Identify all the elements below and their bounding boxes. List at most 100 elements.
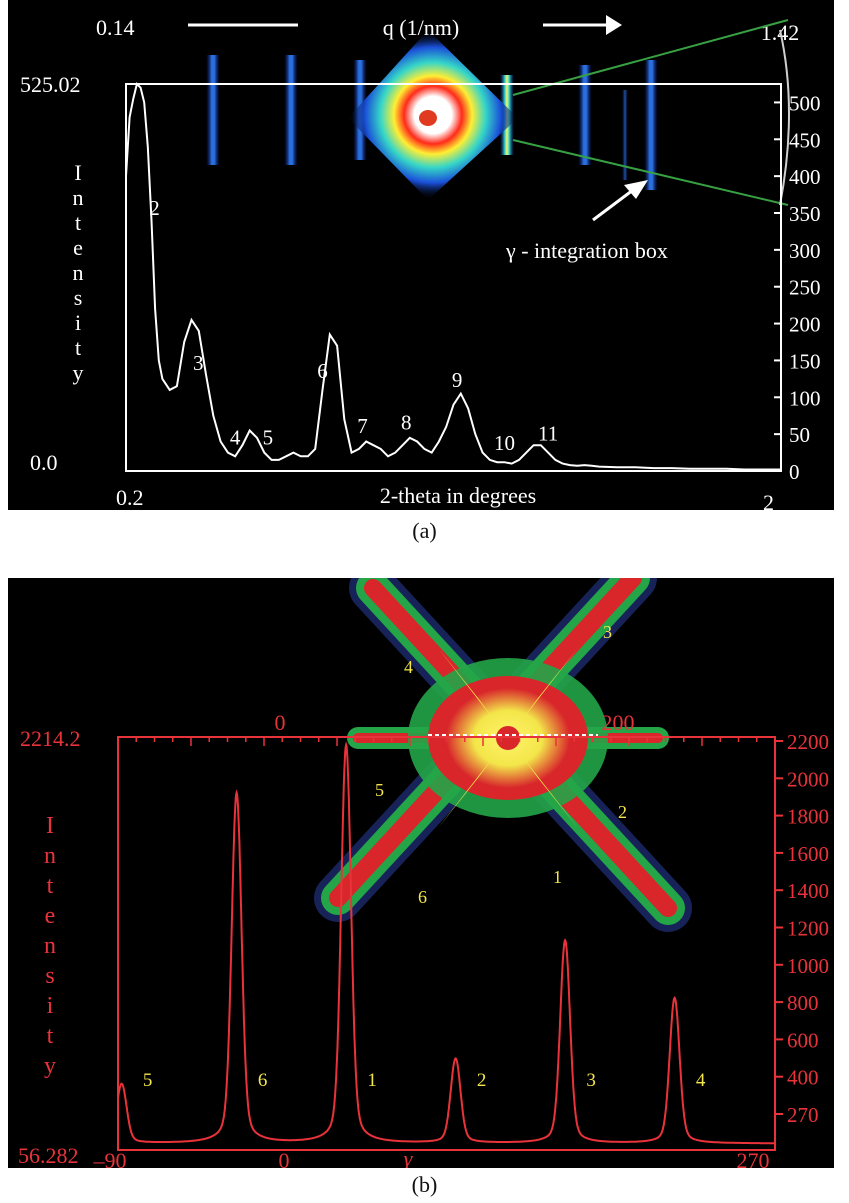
right-tick-label: 1800 xyxy=(787,805,829,829)
top-axis-min-label: 0.14 xyxy=(96,15,135,40)
right-tick-label: 1000 xyxy=(787,954,829,978)
panel-a: 0.14 q (1/nm) 1.42 500 450 400 350 300 250 200… xyxy=(8,0,834,510)
peak-label: 10 xyxy=(494,431,515,455)
x-axis-label-b: γ xyxy=(404,1146,414,1168)
streak-7 xyxy=(622,90,628,180)
streak-1 xyxy=(206,55,220,165)
plot-frame-a xyxy=(125,83,782,472)
right-tick-label: 0 xyxy=(789,460,800,484)
pattern-label-1: 1 xyxy=(553,867,562,887)
right-tick-label: 200 xyxy=(789,313,821,337)
y-min-label-b: 56.282 xyxy=(18,1143,79,1168)
peak-label: 2 xyxy=(477,1070,487,1091)
diffraction-pattern-a xyxy=(206,30,658,200)
peak-label: 5 xyxy=(143,1070,153,1091)
y-label-letter: n xyxy=(44,933,56,959)
panel-b: 2200 2000 1800 1600 1400 1200 1000 800 600 400 270… xyxy=(8,578,834,1168)
y-label-letter: n xyxy=(73,260,84,285)
annotation-arrow-icon xyxy=(624,180,648,199)
diffraction-pattern-b xyxy=(314,578,692,932)
y-label-letter: i xyxy=(47,993,54,1019)
right-tick-label: 50 xyxy=(789,423,810,447)
top-axis-ticks-b xyxy=(117,737,776,746)
peak-label: 3 xyxy=(586,1070,596,1091)
x-min-label: 0.2 xyxy=(116,485,144,510)
y-label-letter: I xyxy=(46,813,54,839)
guide-line-upper xyxy=(512,19,789,96)
top-axis-label: q (1/nm) xyxy=(383,15,459,40)
caption-a: (a) xyxy=(412,518,437,543)
peak-label: 7 xyxy=(357,414,368,438)
pattern-label-2: 2 xyxy=(618,802,627,822)
right-tick-label: 350 xyxy=(789,202,821,226)
peak-label: 3 xyxy=(193,351,204,375)
peak-labels-b: 5 6 1 2 3 4 xyxy=(143,1070,706,1091)
right-tick-label: 800 xyxy=(787,991,819,1015)
y-label-letter: t xyxy=(75,210,81,235)
x-tick-label-min: –90 xyxy=(93,1148,127,1168)
integration-box-annotation: γ - integration box xyxy=(505,238,668,263)
top-tick-label-0: 0 xyxy=(275,710,286,735)
peak-label: 9 xyxy=(452,368,463,392)
gamma-arc xyxy=(779,29,790,206)
top-tick-label-200: 200 xyxy=(602,710,635,735)
pattern-label-6: 6 xyxy=(418,887,427,907)
right-axis-ticks-b: 2200 2000 1800 1600 1400 1200 1000 800 600 400 270 xyxy=(775,730,829,1127)
x-tick-label-zero: 0 xyxy=(279,1148,290,1168)
y-min-label: 0.0 xyxy=(30,450,58,475)
guide-line-lower xyxy=(512,139,789,206)
series-layer-b xyxy=(117,740,775,1145)
peak-label: 5 xyxy=(263,425,274,449)
peak-label: 1 xyxy=(367,1070,377,1091)
right-tick-label: 1400 xyxy=(787,879,829,903)
y-label-letter: e xyxy=(73,235,83,260)
right-tick-label: 450 xyxy=(789,128,821,152)
y-label-letter: t xyxy=(75,335,81,360)
peak-labels-a: 2 3 4 5 6 7 8 9 10 11 xyxy=(149,196,558,455)
y-label-letter: I xyxy=(74,160,81,185)
y-label-letter: s xyxy=(74,285,83,310)
streak-6 xyxy=(644,60,658,190)
pattern-label-3: 3 xyxy=(603,622,612,642)
streak-5 xyxy=(578,65,592,165)
right-tick-label: 600 xyxy=(787,1028,819,1052)
y-label-letter: t xyxy=(47,1023,54,1049)
peak-label: 11 xyxy=(538,422,558,446)
chart-b: 2200200018001600140012001000800600400270… xyxy=(18,578,829,1168)
beam-stop xyxy=(419,110,437,126)
y-label-letter: y xyxy=(44,1053,56,1079)
y-label-letter: n xyxy=(73,185,84,210)
right-tick-label: 100 xyxy=(789,386,821,410)
x-axis-label-a: 2-theta in degrees xyxy=(380,483,536,508)
top-axis-arrow-icon xyxy=(606,15,622,35)
x-max-label: 2 xyxy=(763,490,774,510)
y-label-letter: e xyxy=(45,903,56,929)
series-layer-a xyxy=(125,82,781,471)
y-label-letter: n xyxy=(44,843,56,869)
peak-label: 4 xyxy=(696,1070,706,1091)
peak-label: 4 xyxy=(230,425,241,449)
peak-label: 2 xyxy=(149,196,160,220)
y-label-letter: s xyxy=(45,963,54,989)
peak-label: 8 xyxy=(401,411,412,435)
pattern-label-4: 4 xyxy=(404,657,413,677)
right-tick-label: 500 xyxy=(789,91,821,115)
right-tick-label: 250 xyxy=(789,276,821,300)
right-tick-label: 400 xyxy=(789,165,821,189)
right-tick-label: 1200 xyxy=(787,917,829,941)
peak-label: 6 xyxy=(258,1070,268,1091)
peak-label: 6 xyxy=(317,359,328,383)
right-tick-label: 400 xyxy=(787,1066,819,1090)
right-tick-label: 2200 xyxy=(787,730,829,754)
right-tick-label: 1600 xyxy=(787,842,829,866)
annotation-arrow-shaft xyxy=(592,188,634,222)
right-tick-label: 150 xyxy=(789,349,821,373)
right-tick-label: 270 xyxy=(787,1103,819,1127)
y-label-letter: y xyxy=(73,360,84,385)
y-max-label: 525.02 xyxy=(20,72,81,97)
intensity-line xyxy=(125,82,781,471)
y-label-letter: i xyxy=(75,310,81,335)
